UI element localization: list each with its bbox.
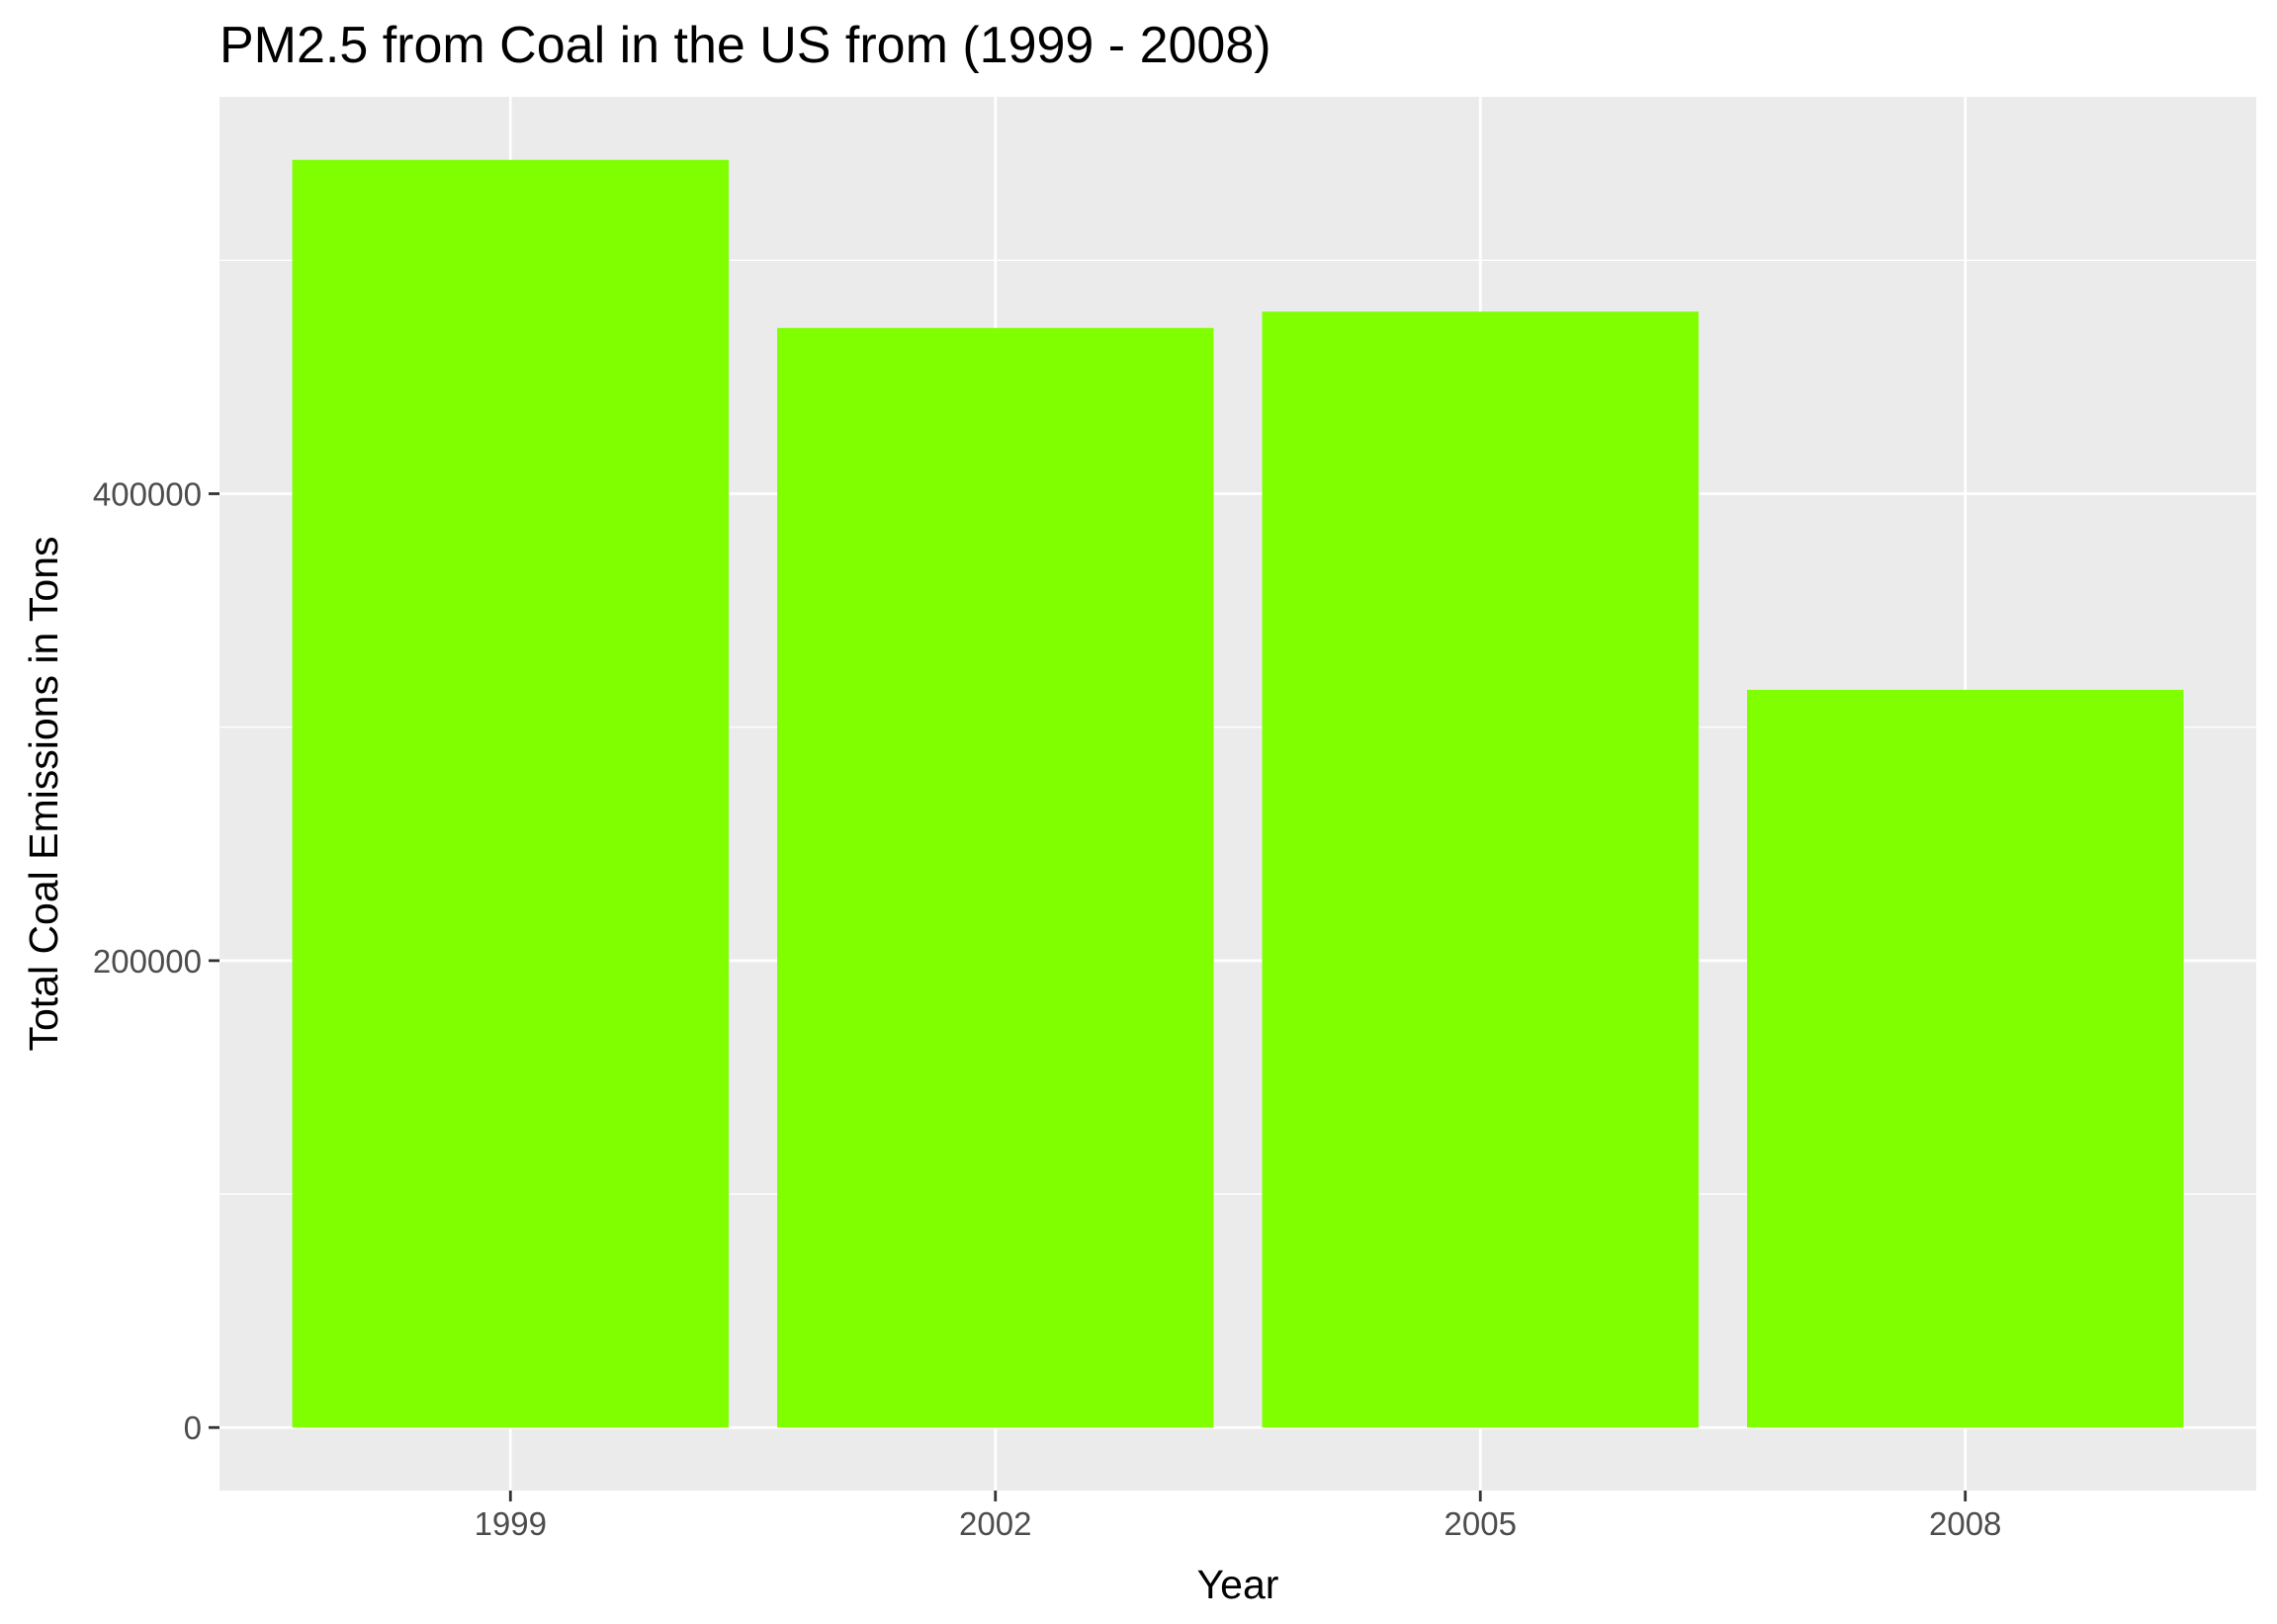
x-tick-label: 2008: [1929, 1505, 2001, 1542]
x-tick-label: 2002: [959, 1505, 1031, 1542]
x-tick-label: 1999: [475, 1505, 547, 1542]
bar-2008: [1747, 689, 2184, 1428]
bar-1999: [292, 159, 729, 1428]
x-tick-label: 2005: [1445, 1505, 1517, 1542]
y-tick-label: 400000: [93, 476, 202, 513]
y-tick-label: 200000: [93, 943, 202, 980]
y-tick-label: 0: [184, 1410, 202, 1446]
y-axis-title: Total Coal Emissions in Tons: [21, 536, 66, 1051]
bar-2005: [1262, 311, 1699, 1428]
bars: [292, 159, 2184, 1428]
axes: 0 200000 400000 1999 2002 2005 2008: [93, 476, 2002, 1542]
x-axis-title: Year: [1197, 1562, 1279, 1607]
bar-2002: [777, 327, 1214, 1428]
chart-title: PM2.5 from Coal in the US from (1999 - 2…: [219, 17, 1271, 74]
